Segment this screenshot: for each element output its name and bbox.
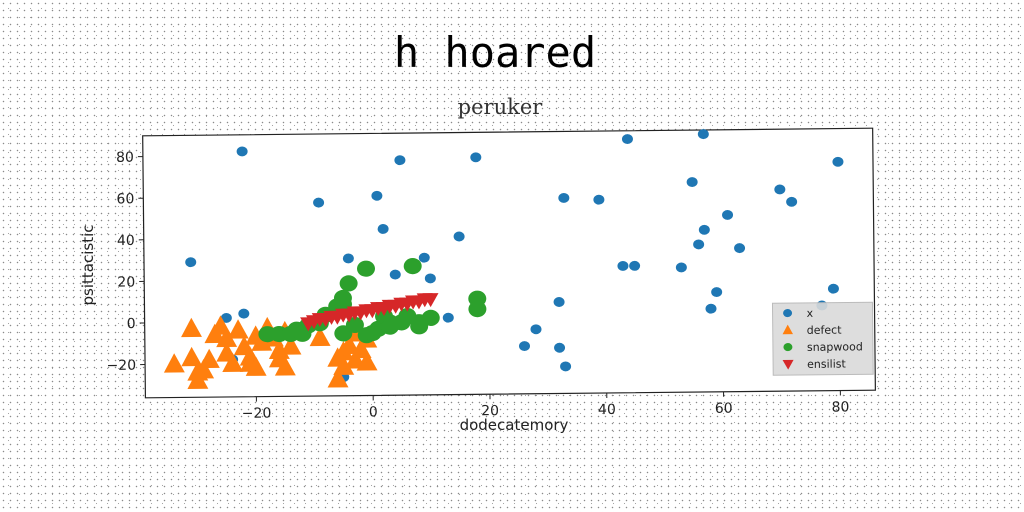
data-point-x <box>453 231 465 242</box>
data-point-x <box>558 193 570 203</box>
y-tick-label: 0 <box>127 316 136 332</box>
data-point-x <box>394 155 406 166</box>
legend-marker-ensilist <box>782 359 794 370</box>
data-point-x <box>697 129 709 140</box>
data-point-x <box>418 252 430 263</box>
data-point-snapwood <box>421 309 440 326</box>
data-point-x <box>389 269 401 280</box>
data-point-x <box>786 196 798 207</box>
data-point-x <box>675 262 687 273</box>
x-tick-label: 60 <box>715 401 733 417</box>
data-point-x <box>424 273 436 284</box>
x-axis-label: dodecatemory <box>460 416 569 434</box>
data-point-x <box>236 146 248 157</box>
data-point-defect <box>309 326 331 347</box>
legend-marker-defect <box>782 324 794 335</box>
legend-marker-snapwood <box>783 343 793 352</box>
data-point-x <box>832 156 844 167</box>
data-point-snapwood <box>339 275 358 292</box>
data-point-defect <box>338 334 360 355</box>
data-point-x <box>722 210 734 220</box>
data-point-x <box>629 260 641 271</box>
scatter-marks <box>163 129 844 389</box>
data-point-x <box>185 257 197 268</box>
data-point-x <box>377 224 389 234</box>
data-point-defect <box>333 355 355 375</box>
legend-label-ensilist: ensilist <box>807 357 847 370</box>
x-tick-label: −20 <box>242 406 272 422</box>
data-point-x <box>705 303 717 314</box>
page-title: h hoared <box>393 28 597 77</box>
legend-box <box>771 301 874 376</box>
x-tick-label: 20 <box>481 403 499 419</box>
data-point-x <box>693 239 705 250</box>
y-tick-label: 40 <box>117 233 135 249</box>
data-point-defect <box>216 327 238 348</box>
data-point-x <box>827 283 839 294</box>
data-point-snapwood <box>333 289 352 307</box>
legend-label-snapwood: snapwood <box>807 340 863 354</box>
data-point-snapwood <box>345 316 364 334</box>
data-point-x <box>593 194 605 205</box>
data-point-defect <box>193 359 215 379</box>
data-point-x <box>686 177 698 188</box>
chart-legend: x defect snapwood ensilist <box>771 301 874 376</box>
data-point-defect <box>227 319 249 339</box>
y-axis-label: psittacistic <box>79 225 97 306</box>
series-ensilist <box>300 293 439 332</box>
data-point-defect <box>222 352 244 372</box>
axis-ticks: −20 0 20 40 60 80 −20 0 20 40 60 80 <box>106 150 850 422</box>
data-point-x <box>621 134 633 145</box>
data-point-snapwood <box>468 300 487 318</box>
data-point-x <box>734 243 746 254</box>
y-tick-label: 60 <box>116 191 134 207</box>
data-point-x <box>220 313 232 323</box>
legend-marker-x <box>783 309 793 318</box>
x-tick-label: 80 <box>832 399 850 415</box>
y-tick-label: −20 <box>106 358 136 374</box>
data-point-x <box>530 324 542 335</box>
series-x <box>185 129 844 382</box>
data-point-x <box>470 152 482 163</box>
data-point-x <box>554 342 566 353</box>
legend-label-defect: defect <box>807 324 843 337</box>
data-point-x <box>711 287 723 297</box>
legend-label-x: x <box>807 307 814 320</box>
chart-subtitle: peruker <box>458 95 544 119</box>
data-point-defect <box>327 368 349 388</box>
x-tick-label: 0 <box>369 404 378 420</box>
data-point-x <box>553 297 565 307</box>
data-point-defect <box>181 346 203 367</box>
data-point-x <box>519 341 531 351</box>
data-point-defect <box>181 317 202 338</box>
data-point-defect <box>198 348 220 369</box>
y-tick-label: 80 <box>116 150 134 166</box>
data-point-defect <box>163 353 185 373</box>
data-point-x <box>371 190 383 201</box>
x-tick-label: 40 <box>598 402 616 418</box>
data-point-x <box>238 308 250 319</box>
data-point-defect <box>187 369 209 389</box>
data-point-defect <box>245 356 267 376</box>
y-tick-label: 20 <box>117 274 135 290</box>
data-point-x <box>342 253 354 264</box>
data-point-x <box>617 261 629 271</box>
data-point-x <box>698 224 710 235</box>
data-point-x <box>442 312 454 323</box>
data-point-x <box>313 197 325 208</box>
data-point-snapwood <box>403 257 422 275</box>
data-point-snapwood <box>357 260 376 277</box>
data-point-x <box>774 184 786 195</box>
data-point-x <box>560 361 572 372</box>
data-point-ensilist <box>422 293 439 308</box>
data-point-defect <box>274 356 296 376</box>
data-point-defect <box>356 351 378 371</box>
data-point-defect <box>280 335 302 355</box>
plot-area <box>142 127 876 399</box>
